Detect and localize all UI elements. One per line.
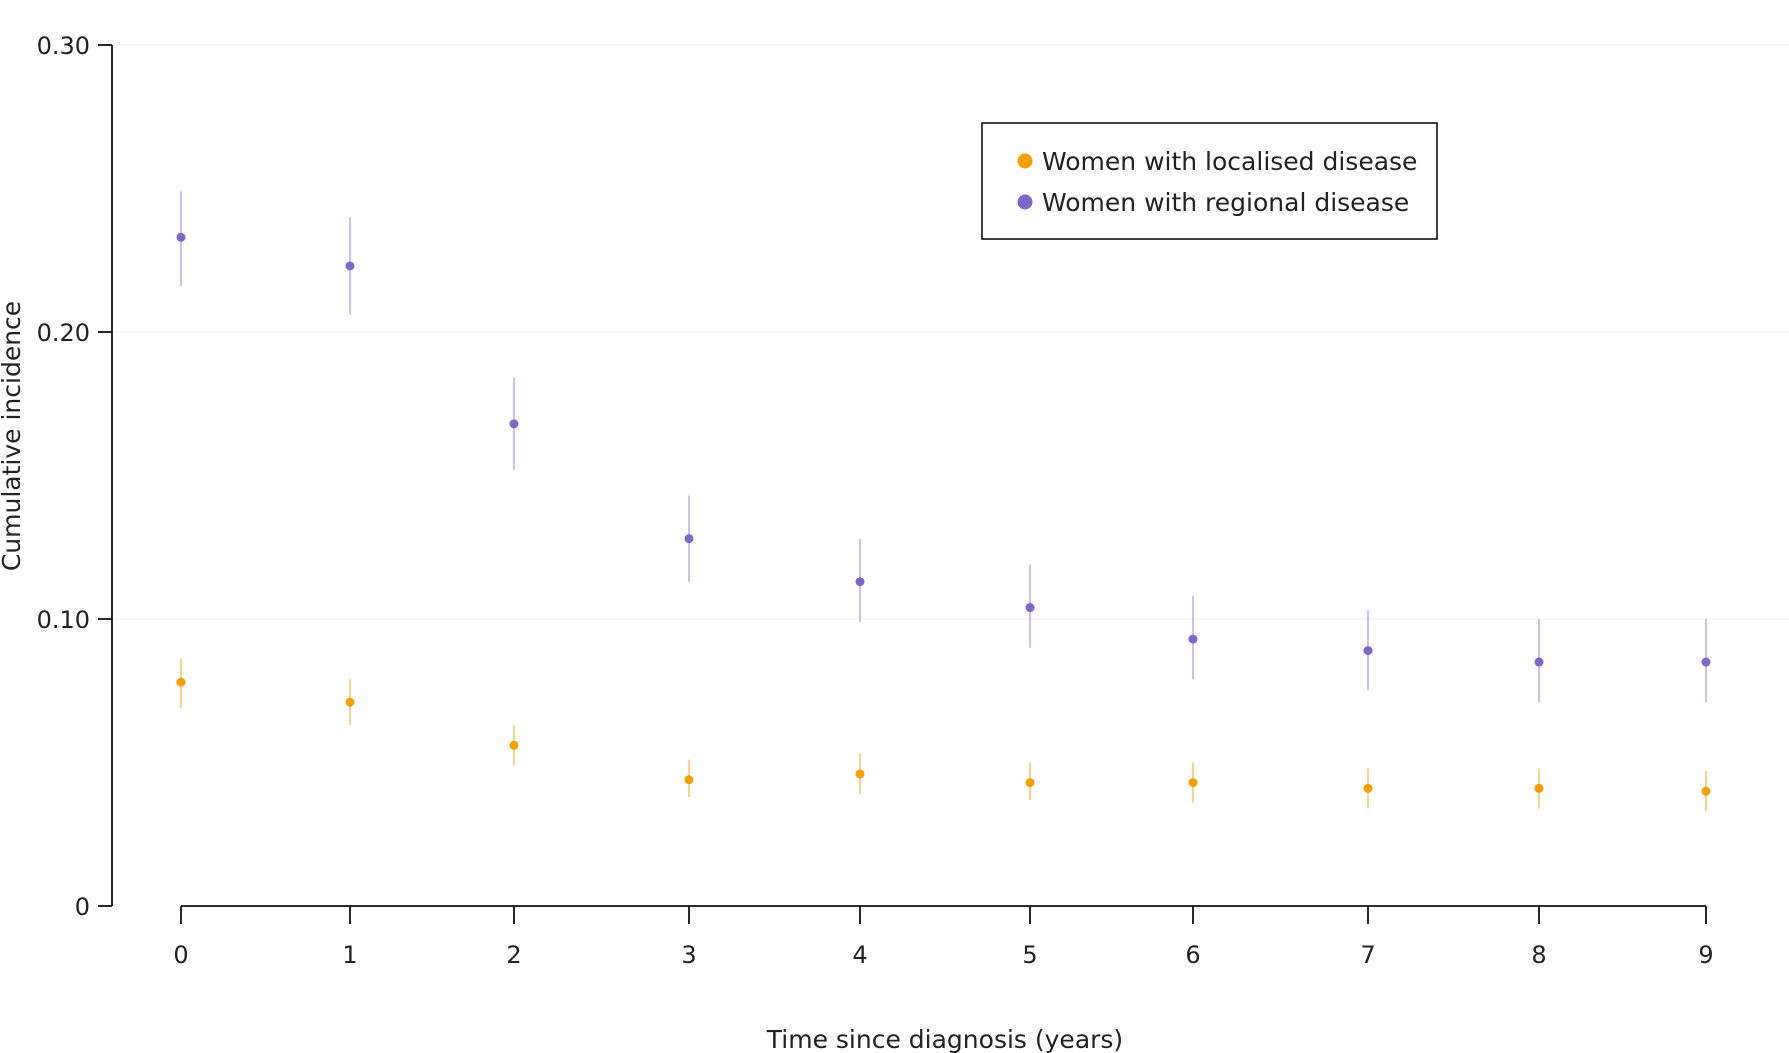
data-point <box>1534 657 1544 667</box>
data-point <box>684 775 694 785</box>
data-point <box>1363 646 1373 656</box>
x-axis-title: Time since diagnosis (years) <box>766 1025 1123 1053</box>
data-point <box>1534 783 1544 793</box>
x-tick-label: 6 <box>1185 941 1200 969</box>
legend: Women with localised disease Women with … <box>981 122 1438 240</box>
legend-box <box>981 122 1438 240</box>
data-point <box>684 534 694 544</box>
data-point <box>345 697 355 707</box>
y-tick-label: 0.10 <box>37 606 90 634</box>
data-point <box>1701 786 1711 796</box>
x-tick-label: 9 <box>1698 941 1713 969</box>
data-point <box>855 577 865 587</box>
axes: 0 0.10 0.20 0.30 0 1 2 3 4 5 6 7 8 9 <box>37 32 1714 969</box>
x-tick-label: 1 <box>342 941 357 969</box>
y-tick-label: 0.30 <box>37 32 90 60</box>
data-point <box>1188 634 1198 644</box>
legend-label-regional: Women with regional disease <box>1042 188 1409 217</box>
x-tick-label: 5 <box>1022 941 1037 969</box>
data-point <box>1025 603 1035 613</box>
gridlines <box>112 44 1789 620</box>
data-point <box>1363 783 1373 793</box>
data-point <box>509 419 519 429</box>
x-tick-label: 8 <box>1531 941 1546 969</box>
x-tick-label: 3 <box>681 941 696 969</box>
data-point <box>1701 657 1711 667</box>
x-tick-label: 4 <box>852 941 867 969</box>
data-point <box>176 677 186 687</box>
data-point <box>345 261 355 271</box>
legend-marker-regional <box>1017 194 1033 210</box>
y-axis-title: Cumulative incidence <box>0 301 26 571</box>
y-tick-label: 0 <box>75 893 90 921</box>
x-tick-label: 0 <box>173 941 188 969</box>
data-point <box>1025 778 1035 788</box>
data-point <box>509 740 519 750</box>
x-tick-label: 2 <box>506 941 521 969</box>
data-points <box>176 232 1711 796</box>
x-tick-label: 7 <box>1360 941 1375 969</box>
legend-marker-localised <box>1017 153 1033 169</box>
data-point <box>1188 778 1198 788</box>
data-point <box>855 769 865 779</box>
y-tick-label: 0.20 <box>37 319 90 347</box>
data-point <box>176 232 186 242</box>
legend-label-localised: Women with localised disease <box>1042 147 1417 176</box>
